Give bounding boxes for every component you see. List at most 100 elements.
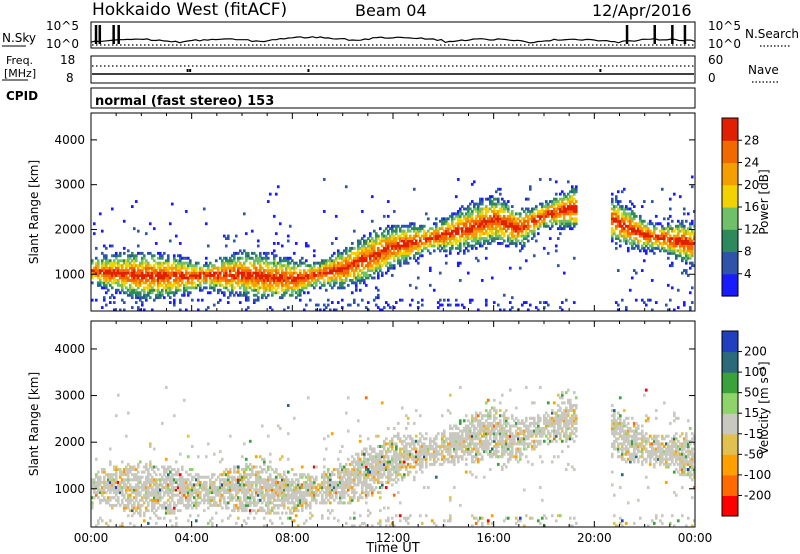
range-cell [121, 298, 124, 302]
range-cell [277, 291, 280, 295]
range-cell [365, 254, 368, 258]
range-cell [289, 511, 292, 515]
range-cell [481, 222, 484, 226]
range-cell [611, 232, 614, 236]
range-cell [97, 261, 100, 265]
range-cell [487, 227, 490, 231]
range-cell [491, 227, 494, 231]
range-cell [123, 473, 126, 477]
range-cell [269, 475, 272, 479]
range-cell [617, 207, 620, 211]
range-cell [535, 222, 538, 226]
range-cell [673, 242, 676, 245]
range-cell [373, 256, 376, 260]
range-cell [107, 475, 110, 479]
range-cell [617, 237, 620, 240]
range-cell [633, 222, 636, 226]
range-cell [161, 279, 164, 282]
range-cell [567, 192, 570, 196]
range-cell [131, 488, 134, 492]
range-cell [91, 483, 94, 487]
range-cell [205, 281, 208, 285]
range-cell [269, 283, 272, 287]
range-cell [305, 483, 308, 487]
range-cell [257, 283, 260, 287]
range-cell [99, 516, 102, 520]
range-cell [679, 242, 682, 245]
range-cell [215, 478, 218, 482]
range-cell [357, 256, 360, 260]
range-cell [173, 303, 176, 307]
range-cell [333, 276, 336, 280]
range-cell [257, 473, 260, 477]
range-cell [219, 266, 222, 270]
range-cell [559, 205, 562, 208]
range-cell [355, 288, 358, 292]
range-cell [225, 488, 228, 492]
range-cell [223, 286, 226, 290]
range-cell [637, 246, 640, 250]
range-cell [373, 251, 376, 255]
range-cell [617, 210, 620, 213]
range-cell [203, 279, 206, 282]
range-cell [267, 478, 270, 482]
range-cell [501, 242, 504, 245]
range-cell [117, 274, 120, 277]
range-cell [125, 483, 128, 487]
range-cell [181, 276, 184, 280]
range-cell [147, 286, 150, 290]
range-cell [267, 509, 270, 513]
range-cell [197, 514, 200, 518]
range-cell [259, 498, 262, 502]
range-cell [323, 501, 326, 505]
range-cell [159, 480, 162, 484]
range-cell [245, 480, 248, 484]
range-cell [217, 279, 220, 282]
range-cell [137, 281, 140, 285]
range-cell [177, 259, 180, 263]
range-cell [205, 483, 208, 487]
range-cell [555, 192, 558, 196]
range-cell [287, 264, 290, 268]
range-cell [473, 227, 476, 231]
range-cell [455, 298, 458, 302]
range-cell [527, 210, 530, 213]
range-cell [241, 480, 244, 484]
range-cell [489, 237, 492, 240]
range-cell [131, 465, 134, 469]
range-cell [459, 242, 462, 245]
range-cell [273, 256, 276, 260]
range-cell [231, 483, 234, 487]
range-cell [133, 524, 136, 527]
range-cell [533, 214, 536, 218]
range-cell [139, 506, 142, 510]
range-cell [413, 237, 416, 240]
range-cell [121, 283, 124, 287]
range-cell [173, 259, 176, 263]
range-cell [475, 214, 478, 218]
range-cell [513, 214, 516, 218]
range-cell [679, 254, 682, 258]
range-cell [165, 480, 168, 484]
range-cell [619, 244, 622, 248]
range-cell [123, 251, 126, 255]
range-cell [113, 276, 116, 280]
range-cell [289, 480, 292, 484]
range-cell [557, 212, 560, 216]
range-cell [235, 478, 238, 482]
range-cell [111, 264, 114, 268]
range-cell [277, 424, 280, 428]
range-cell [465, 246, 468, 250]
range-cell [563, 217, 566, 221]
range-cell [481, 217, 484, 221]
range-cell [265, 251, 268, 255]
range-cell [201, 269, 204, 272]
range-cell [105, 266, 108, 270]
range-cell [131, 473, 134, 477]
range-cell [401, 224, 404, 228]
nsearch-tick-bottom: 10^0 [708, 37, 741, 51]
range-cell [157, 491, 160, 495]
range-cell [247, 251, 250, 255]
range-cell [131, 468, 134, 471]
range-cell [419, 229, 422, 233]
